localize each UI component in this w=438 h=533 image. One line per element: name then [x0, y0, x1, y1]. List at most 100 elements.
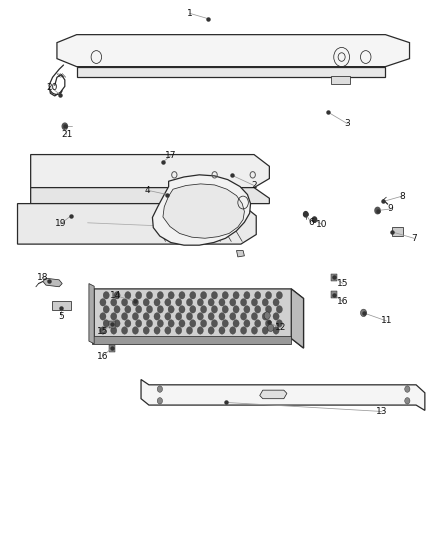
- Circle shape: [176, 313, 182, 320]
- Circle shape: [121, 313, 127, 320]
- Text: 13: 13: [376, 407, 388, 416]
- Circle shape: [251, 298, 258, 306]
- Circle shape: [154, 313, 160, 320]
- Circle shape: [157, 386, 162, 392]
- Circle shape: [264, 312, 270, 319]
- Circle shape: [276, 292, 283, 299]
- Circle shape: [375, 207, 380, 214]
- Circle shape: [111, 327, 117, 334]
- Circle shape: [132, 298, 138, 306]
- Text: 7: 7: [411, 234, 417, 243]
- Circle shape: [103, 305, 110, 313]
- Polygon shape: [163, 184, 244, 238]
- Text: 20: 20: [46, 84, 57, 92]
- Circle shape: [251, 313, 258, 320]
- Bar: [331, 291, 337, 298]
- Circle shape: [197, 298, 203, 306]
- Circle shape: [265, 320, 272, 327]
- Circle shape: [157, 305, 163, 313]
- Circle shape: [103, 292, 110, 299]
- Circle shape: [233, 305, 239, 313]
- Circle shape: [219, 327, 225, 334]
- Circle shape: [114, 320, 120, 327]
- Polygon shape: [57, 35, 410, 67]
- Circle shape: [132, 327, 138, 334]
- Polygon shape: [89, 284, 94, 344]
- Text: 17: 17: [165, 151, 177, 160]
- Circle shape: [146, 320, 152, 327]
- Circle shape: [208, 298, 214, 306]
- Circle shape: [111, 298, 117, 306]
- Circle shape: [179, 292, 185, 299]
- Circle shape: [212, 305, 218, 313]
- Polygon shape: [392, 227, 403, 236]
- Circle shape: [254, 305, 261, 313]
- Polygon shape: [52, 301, 71, 310]
- Circle shape: [154, 327, 160, 334]
- Polygon shape: [31, 188, 269, 204]
- Polygon shape: [18, 204, 256, 244]
- Circle shape: [165, 327, 171, 334]
- Text: 10: 10: [316, 220, 328, 229]
- Circle shape: [212, 320, 218, 327]
- Circle shape: [244, 320, 250, 327]
- Text: 14: 14: [110, 292, 122, 300]
- Bar: [109, 345, 115, 352]
- Polygon shape: [331, 76, 350, 84]
- Circle shape: [251, 327, 258, 334]
- Circle shape: [176, 298, 182, 306]
- Text: 15: 15: [337, 279, 349, 288]
- Circle shape: [165, 313, 171, 320]
- Circle shape: [208, 313, 214, 320]
- Circle shape: [125, 320, 131, 327]
- Polygon shape: [237, 251, 244, 257]
- Circle shape: [201, 305, 207, 313]
- Circle shape: [125, 305, 131, 313]
- Polygon shape: [31, 155, 269, 188]
- Circle shape: [201, 320, 207, 327]
- Circle shape: [179, 305, 185, 313]
- Text: 12: 12: [275, 324, 286, 332]
- Polygon shape: [152, 175, 251, 245]
- Circle shape: [230, 298, 236, 306]
- Circle shape: [190, 305, 196, 313]
- Circle shape: [190, 320, 196, 327]
- Circle shape: [114, 292, 120, 299]
- Circle shape: [208, 327, 214, 334]
- Circle shape: [230, 313, 236, 320]
- Circle shape: [201, 292, 207, 299]
- Text: 2: 2: [251, 181, 257, 190]
- Text: 16: 16: [337, 297, 349, 306]
- Circle shape: [154, 298, 160, 306]
- Circle shape: [103, 320, 110, 327]
- Circle shape: [230, 327, 236, 334]
- Polygon shape: [291, 289, 304, 348]
- Text: 5: 5: [58, 312, 64, 320]
- Circle shape: [244, 305, 250, 313]
- Text: 4: 4: [145, 186, 150, 195]
- Circle shape: [276, 320, 283, 327]
- Circle shape: [265, 292, 272, 299]
- Text: 8: 8: [399, 192, 405, 200]
- Circle shape: [187, 298, 193, 306]
- Circle shape: [276, 305, 283, 313]
- Circle shape: [219, 298, 225, 306]
- Circle shape: [360, 309, 367, 317]
- Circle shape: [312, 217, 317, 222]
- Polygon shape: [141, 379, 425, 410]
- Polygon shape: [94, 289, 304, 348]
- Circle shape: [143, 327, 149, 334]
- Circle shape: [268, 324, 274, 332]
- Circle shape: [168, 320, 174, 327]
- Text: 16: 16: [97, 352, 109, 360]
- Circle shape: [168, 292, 174, 299]
- Circle shape: [187, 313, 193, 320]
- Circle shape: [146, 305, 152, 313]
- Circle shape: [222, 292, 228, 299]
- Circle shape: [244, 292, 250, 299]
- Circle shape: [254, 292, 261, 299]
- Circle shape: [240, 313, 247, 320]
- Circle shape: [254, 320, 261, 327]
- Circle shape: [304, 212, 308, 217]
- Circle shape: [197, 313, 203, 320]
